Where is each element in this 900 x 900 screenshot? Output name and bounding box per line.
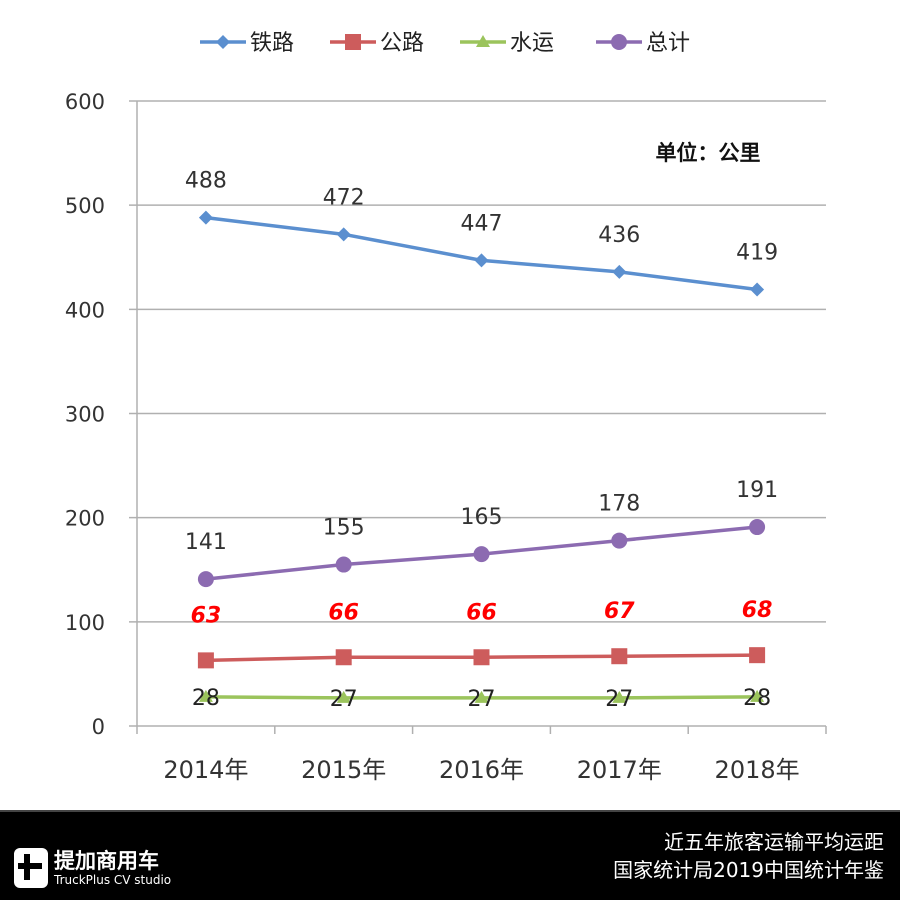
marker-diamond [336,227,351,242]
marker-square [197,652,214,669]
legend: 铁路 公路 水运 总计 [200,31,690,56]
data-label: 419 [736,241,778,266]
marker-triangle [198,689,213,702]
data-label: 63 [191,603,222,628]
data-label: 191 [736,478,778,503]
legend-label: 铁路 [250,31,294,56]
legend-label: 水运 [510,31,554,56]
marker-triangle [476,35,490,47]
y-tick-label: 200 [65,507,105,531]
y-tick-label: 0 [92,715,105,739]
marker-diamond [198,210,213,225]
marker-diamond [612,264,627,279]
marker-circle [473,546,490,563]
marker-diamond [750,282,765,297]
data-label: 68 [742,598,773,623]
gridlines [129,100,826,727]
unit-annotation: 单位：公里 [656,141,761,165]
marker-square [335,649,352,666]
x-tick-label: 2014年 [163,756,248,784]
marker-square [345,34,361,50]
legend-item: 总计 [596,31,690,56]
marker-circle [611,34,627,50]
chart-caption: 近五年旅客运输平均运距 [664,830,884,854]
data-label: 447 [461,211,503,236]
brand-logo: 提加商用车 TruckPlus CV studio [14,848,171,888]
marker-circle [335,556,352,573]
marker-triangle [336,690,351,703]
data-label: 27 [605,687,633,712]
data-label: 165 [461,505,503,530]
data-label: 28 [743,686,771,711]
marker-square [749,647,766,664]
y-axis: 0 100 200 300 400 500 600 [65,90,138,739]
data-label: 155 [323,516,365,541]
data-label: 488 [185,169,227,194]
brand-name-cn: 提加商用车 [54,849,159,873]
marker-triangle [612,690,627,703]
marker-diamond [216,35,230,49]
marker-circle [749,519,766,536]
marker-triangle [474,690,489,703]
series-group: 488 472 447 436 419 63 66 66 67 68 28 27 27 27 28 141 15… [185,169,778,712]
series-3: 141 155 165 178 191 [185,478,778,588]
series-2: 28 27 27 27 28 [192,686,771,712]
truckplus-logo-icon [14,848,48,888]
marker-diamond [474,253,489,268]
series-0: 488 472 447 436 419 [185,169,778,297]
data-label: 67 [604,599,635,624]
legend-item: 水运 [460,31,554,56]
x-axis: 2014年 2015年 2016年 2017年 2018年 [136,726,827,784]
data-label: 28 [192,686,220,711]
legend-item: 铁路 [200,31,294,56]
data-label: 472 [323,185,365,210]
data-label: 436 [598,223,640,248]
x-tick-label: 2018年 [715,756,800,784]
data-label: 66 [328,600,359,625]
footer-bar: 提加商用车 TruckPlus CV studio 近五年旅客运输平均运距 国家… [0,810,900,900]
data-label: 27 [468,687,496,712]
y-tick-label: 400 [65,298,105,322]
data-label: 66 [466,600,497,625]
legend-item: 公路 [330,31,424,56]
legend-label: 公路 [380,31,424,56]
y-tick-label: 100 [65,611,105,635]
x-tick-label: 2016年 [439,756,524,784]
series-1: 63 66 66 67 68 [191,598,773,669]
marker-circle [197,571,214,588]
y-tick-label: 500 [65,194,105,218]
data-label: 178 [598,492,640,517]
data-label: 141 [185,530,227,555]
marker-square [611,648,628,665]
x-tick-label: 2015年 [301,756,386,784]
marker-square [473,649,490,666]
marker-triangle [750,689,765,702]
legend-label: 总计 [646,31,690,56]
y-tick-label: 600 [65,90,105,114]
data-label: 27 [330,687,358,712]
x-tick-label: 2017年 [577,756,662,784]
data-source: 国家统计局2019中国统计年鉴 [613,858,884,882]
y-tick-label: 300 [65,403,105,427]
brand-name-en: TruckPlus CV studio [54,873,172,887]
marker-circle [611,532,628,549]
